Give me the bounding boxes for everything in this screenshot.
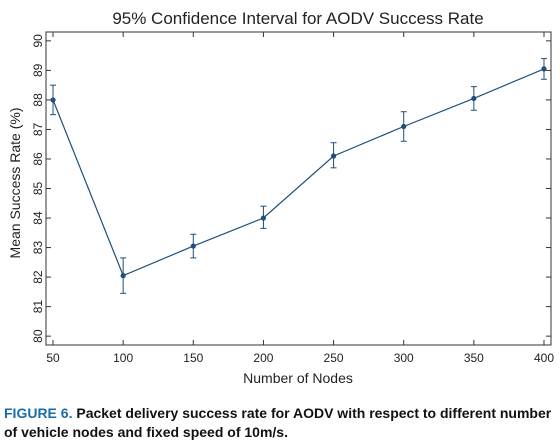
chart-area: 95% Confidence Interval for AODV Success… [7,9,554,386]
plot-frame [45,31,552,346]
y-tick-label-83: 83 [31,241,45,255]
data-point-100 [120,273,126,279]
x-tick-label-400: 400 [534,351,554,365]
plot-layer: 80 81 82 83 84 85 86 87 88 89 90 50 100 150 200 250 300 3… [31,31,554,365]
data-point-150 [190,243,196,249]
data-point-400 [541,66,547,72]
y-tick-label-86: 86 [31,152,45,166]
y-tick-label-84: 84 [31,211,45,225]
data-point-350 [471,95,477,102]
y-tick-label-88: 88 [31,93,45,107]
y-tick-label-90: 90 [31,34,45,48]
x-tick-label-150: 150 [183,351,203,365]
y-tick-label-82: 82 [31,270,45,284]
y-axis-label: Mean Success Rate (%) [7,108,23,259]
x-tick-label-100: 100 [113,351,133,365]
figure-label: FIGURE 6. [4,405,73,421]
series-line-0 [52,68,545,277]
x-tick-label-300: 300 [394,351,414,365]
x-tick-label-250: 250 [324,351,344,365]
line-chart: 95% Confidence Interval for AODV Success… [7,9,554,386]
figure-caption-text: Packet delivery success rate for AODV wi… [4,405,552,440]
y-tick-label-81: 81 [31,300,45,314]
data-point-50 [50,97,56,103]
y-tick-label-89: 89 [31,63,45,77]
x-tick-label-350: 350 [464,351,484,365]
x-tick-label-200: 200 [253,351,273,365]
data-point-200 [260,215,267,221]
data-point-300 [401,123,407,130]
chart-title: 95% Confidence Interval for AODV Success… [112,9,483,28]
figure-caption: FIGURE 6. Packet delivery success rate f… [4,404,556,442]
x-tick-label-50: 50 [46,351,60,365]
y-tick-label-85: 85 [31,182,45,196]
x-axis-label: Number of Nodes [243,370,353,386]
y-tick-label-80: 80 [31,329,45,343]
data-point-250 [330,153,337,159]
y-tick-label-87: 87 [31,122,45,136]
